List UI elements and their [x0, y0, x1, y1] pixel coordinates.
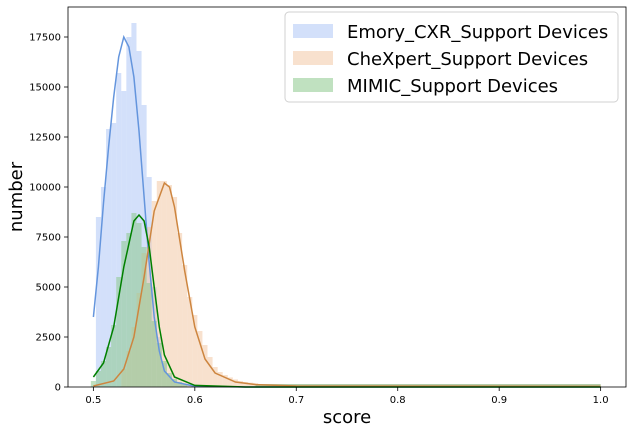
y-tick-label: 7500	[36, 233, 61, 244]
hist-bar-series-1-bin-9	[166, 185, 172, 387]
hist-bar-series-1-bin-25	[248, 382, 254, 387]
x-axis-label: score	[323, 407, 371, 428]
hist-bar-series-0-bin-4	[116, 73, 122, 387]
hist-bar-series-1-bin-17	[207, 357, 213, 387]
y-axis-label: number	[6, 161, 27, 232]
x-tick-label: 0.8	[390, 395, 406, 406]
hist-bar-series-1-bin-23	[237, 381, 244, 387]
y-tick-label: 15000	[29, 83, 61, 94]
hist-bar-series-0-bin-6	[126, 37, 132, 387]
hist-bar-series-2-bin-4	[111, 325, 117, 387]
hist-bar-series-1-bin-14	[192, 315, 198, 387]
hist-bar-series-0-bin-9	[141, 105, 147, 387]
hist-bar-series-1-bin-22	[232, 379, 238, 387]
hist-bar-series-1-bin-12	[182, 265, 188, 387]
y-tick-label: 12500	[29, 133, 61, 144]
hist-bar-series-0-bin-0	[95, 217, 101, 387]
hist-bar-series-0-bin-3	[111, 123, 117, 387]
x-tick-label: 0.6	[187, 395, 203, 406]
hist-bar-series-2-bin-16	[171, 379, 178, 387]
hist-bar-series-1-bin-20	[222, 375, 228, 387]
hist-bar-series-1-bin-6	[151, 201, 157, 387]
legend-swatch-2	[293, 78, 333, 92]
hist-bar-series-1-bin-8	[161, 181, 167, 387]
y-tick-label: 10000	[29, 183, 61, 194]
axes-frame	[67, 6, 627, 388]
y-tick-label: 5000	[36, 283, 61, 294]
hist-bar-series-0-bin-5	[121, 91, 127, 387]
hist-bar-series-1-bin-7	[156, 181, 162, 387]
legend-label-2: MIMIC_Support Devices	[347, 76, 558, 97]
x-tick-label: 1.0	[593, 395, 609, 406]
x-tick-label: 0.5	[85, 395, 101, 406]
hist-bar-series-2-bin-2	[100, 361, 107, 387]
legend-label-1: CheXpert_Support Devices	[347, 49, 588, 70]
hist-bar-series-1-bin-15	[197, 331, 203, 387]
hist-bar-series-1-bin-10	[171, 197, 178, 387]
hist-bar-series-2-bin-14	[161, 361, 167, 387]
hist-bar-series-2-bin-6	[121, 241, 127, 387]
hist-bar-series-0-bin-2	[106, 129, 112, 387]
x-tick-label: 0.7	[288, 395, 304, 406]
kde-lines	[92, 34, 601, 388]
legend-box	[284, 11, 619, 103]
hist-bar-series-2-bin-10	[141, 247, 147, 387]
y-tick-label: 0	[55, 383, 61, 394]
hist-bar-series-2-bin-13	[156, 343, 162, 387]
hist-bar-series-1-bin-16	[202, 345, 208, 387]
hist-bar-series-2-bin-12	[151, 321, 157, 387]
y-tick-label: 2500	[36, 333, 61, 344]
hist-bar-series-2-bin-11	[146, 283, 152, 387]
kde-line-series-2	[92, 213, 601, 388]
legend-swatch-0	[293, 24, 333, 38]
hist-bar-series-2-bin-18	[182, 384, 188, 387]
legend-swatch-1	[293, 51, 333, 65]
hist-bar-series-0-bin-7	[131, 23, 137, 387]
hist-bar-series-2-bin-7	[126, 233, 132, 387]
hist-bar-series-1-bin-21	[227, 377, 233, 387]
hist-bar-series-2-bin-8	[131, 213, 137, 387]
hist-bar-series-2-bin-17	[177, 382, 183, 387]
hist-bar-series-1-bin-13	[187, 297, 193, 387]
hist-bar-series-2-bin-1	[95, 371, 101, 387]
hist-bar-series-1-bin-18	[212, 367, 218, 387]
hist-bar-series-2-bin-0	[90, 381, 96, 387]
x-tick-label: 0.9	[491, 395, 507, 406]
hist-bar-series-2-bin-5	[116, 277, 122, 387]
hist-bar-series-1-bin-24	[243, 382, 249, 387]
hist-bar-series-2-bin-3	[106, 347, 112, 387]
hist-bar-series-0-bin-1	[100, 187, 107, 387]
kde-line-series-1	[93, 181, 601, 388]
hist-bar-series-0-bin-8	[136, 51, 142, 387]
x-axis-ticks: 0.5 0.6 0.7 0.8 0.9 1.0	[85, 387, 609, 406]
y-tick-label: 17500	[29, 33, 61, 44]
legend: Emory_CXR_Support Devices CheXpert_Suppor…	[284, 11, 619, 103]
hist-bar-series-1-bin-19	[217, 372, 223, 387]
y-axis-ticks: 0 2500 5000 7500 10000 12500 15000 17500	[29, 33, 68, 394]
hist-bar-series-2-bin-15	[166, 373, 172, 387]
hist-bar-series-1-bin-11	[177, 233, 183, 387]
kde-line-series-0	[92, 34, 601, 388]
legend-label-0: Emory_CXR_Support Devices	[347, 22, 608, 43]
